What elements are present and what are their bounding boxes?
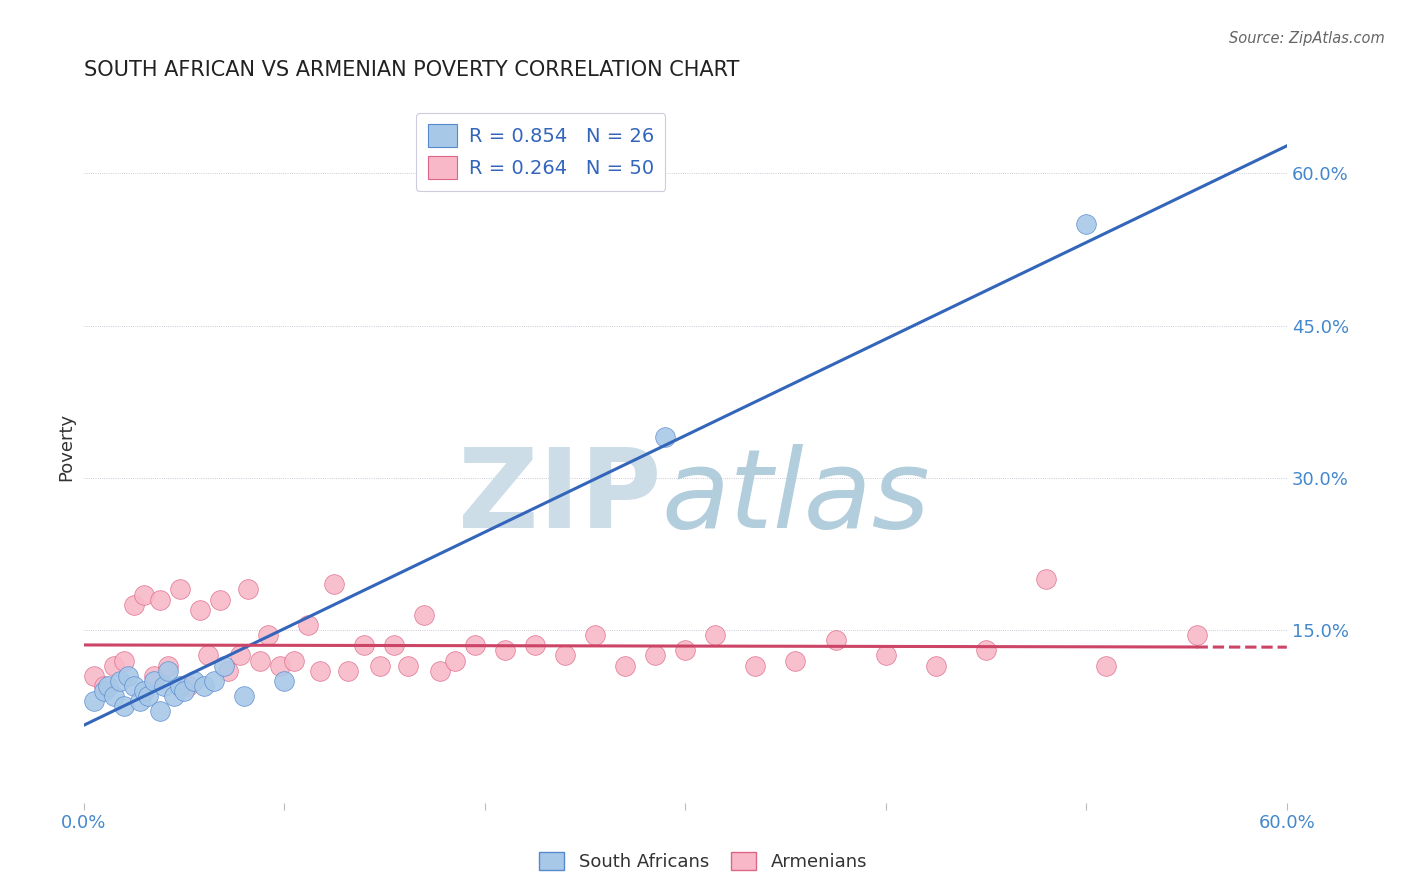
Point bbox=[108, 673, 131, 688]
Point bbox=[523, 638, 546, 652]
Point bbox=[197, 648, 219, 663]
Point bbox=[103, 658, 125, 673]
Point bbox=[413, 607, 436, 622]
Point bbox=[149, 592, 172, 607]
Point bbox=[136, 689, 159, 703]
Point bbox=[704, 628, 727, 642]
Point bbox=[337, 664, 360, 678]
Point bbox=[323, 577, 346, 591]
Point bbox=[382, 638, 405, 652]
Point bbox=[97, 679, 120, 693]
Point bbox=[188, 603, 211, 617]
Point bbox=[925, 658, 948, 673]
Point bbox=[169, 679, 191, 693]
Point bbox=[183, 673, 205, 688]
Point bbox=[309, 664, 332, 678]
Point bbox=[236, 582, 259, 597]
Point bbox=[554, 648, 576, 663]
Point bbox=[370, 658, 392, 673]
Point bbox=[673, 643, 696, 657]
Point bbox=[112, 654, 135, 668]
Point bbox=[353, 638, 375, 652]
Point bbox=[83, 694, 105, 708]
Point bbox=[117, 669, 139, 683]
Point bbox=[103, 689, 125, 703]
Point bbox=[297, 618, 319, 632]
Point bbox=[122, 679, 145, 693]
Point bbox=[142, 673, 165, 688]
Point bbox=[217, 664, 239, 678]
Point bbox=[464, 638, 486, 652]
Text: SOUTH AFRICAN VS ARMENIAN POVERTY CORRELATION CHART: SOUTH AFRICAN VS ARMENIAN POVERTY CORREL… bbox=[83, 60, 740, 79]
Point bbox=[229, 648, 252, 663]
Point bbox=[249, 654, 271, 668]
Point bbox=[443, 654, 465, 668]
Point bbox=[283, 654, 305, 668]
Point bbox=[875, 648, 897, 663]
Point bbox=[132, 588, 155, 602]
Text: ZIP: ZIP bbox=[458, 443, 661, 550]
Point bbox=[785, 654, 807, 668]
Point bbox=[208, 592, 231, 607]
Point bbox=[212, 658, 235, 673]
Point bbox=[93, 684, 115, 698]
Point bbox=[93, 679, 115, 693]
Point bbox=[654, 430, 676, 444]
Point bbox=[429, 664, 451, 678]
Point bbox=[193, 679, 215, 693]
Text: atlas: atlas bbox=[661, 443, 929, 550]
Point bbox=[128, 694, 150, 708]
Point bbox=[974, 643, 997, 657]
Point bbox=[149, 704, 172, 718]
Point bbox=[257, 628, 280, 642]
Point bbox=[1035, 572, 1057, 586]
Text: Source: ZipAtlas.com: Source: ZipAtlas.com bbox=[1229, 31, 1385, 46]
Point bbox=[163, 689, 186, 703]
Point bbox=[156, 658, 179, 673]
Point bbox=[614, 658, 637, 673]
Point bbox=[202, 673, 225, 688]
Legend: R = 0.854   N = 26, R = 0.264   N = 50: R = 0.854 N = 26, R = 0.264 N = 50 bbox=[416, 112, 665, 191]
Point bbox=[494, 643, 516, 657]
Point bbox=[112, 699, 135, 714]
Legend: South Africans, Armenians: South Africans, Armenians bbox=[531, 845, 875, 879]
Point bbox=[269, 658, 291, 673]
Point bbox=[122, 598, 145, 612]
Point bbox=[173, 684, 195, 698]
Point bbox=[169, 582, 191, 597]
Point bbox=[156, 664, 179, 678]
Point bbox=[152, 679, 174, 693]
Point bbox=[83, 669, 105, 683]
Point bbox=[142, 669, 165, 683]
Point bbox=[396, 658, 419, 673]
Y-axis label: Poverty: Poverty bbox=[58, 413, 75, 482]
Point bbox=[824, 633, 846, 648]
Point bbox=[744, 658, 766, 673]
Point bbox=[1185, 628, 1208, 642]
Point bbox=[233, 689, 256, 703]
Point bbox=[177, 679, 200, 693]
Point bbox=[273, 673, 295, 688]
Point bbox=[583, 628, 606, 642]
Point bbox=[1076, 217, 1098, 231]
Point bbox=[1095, 658, 1118, 673]
Point bbox=[132, 684, 155, 698]
Point bbox=[644, 648, 666, 663]
